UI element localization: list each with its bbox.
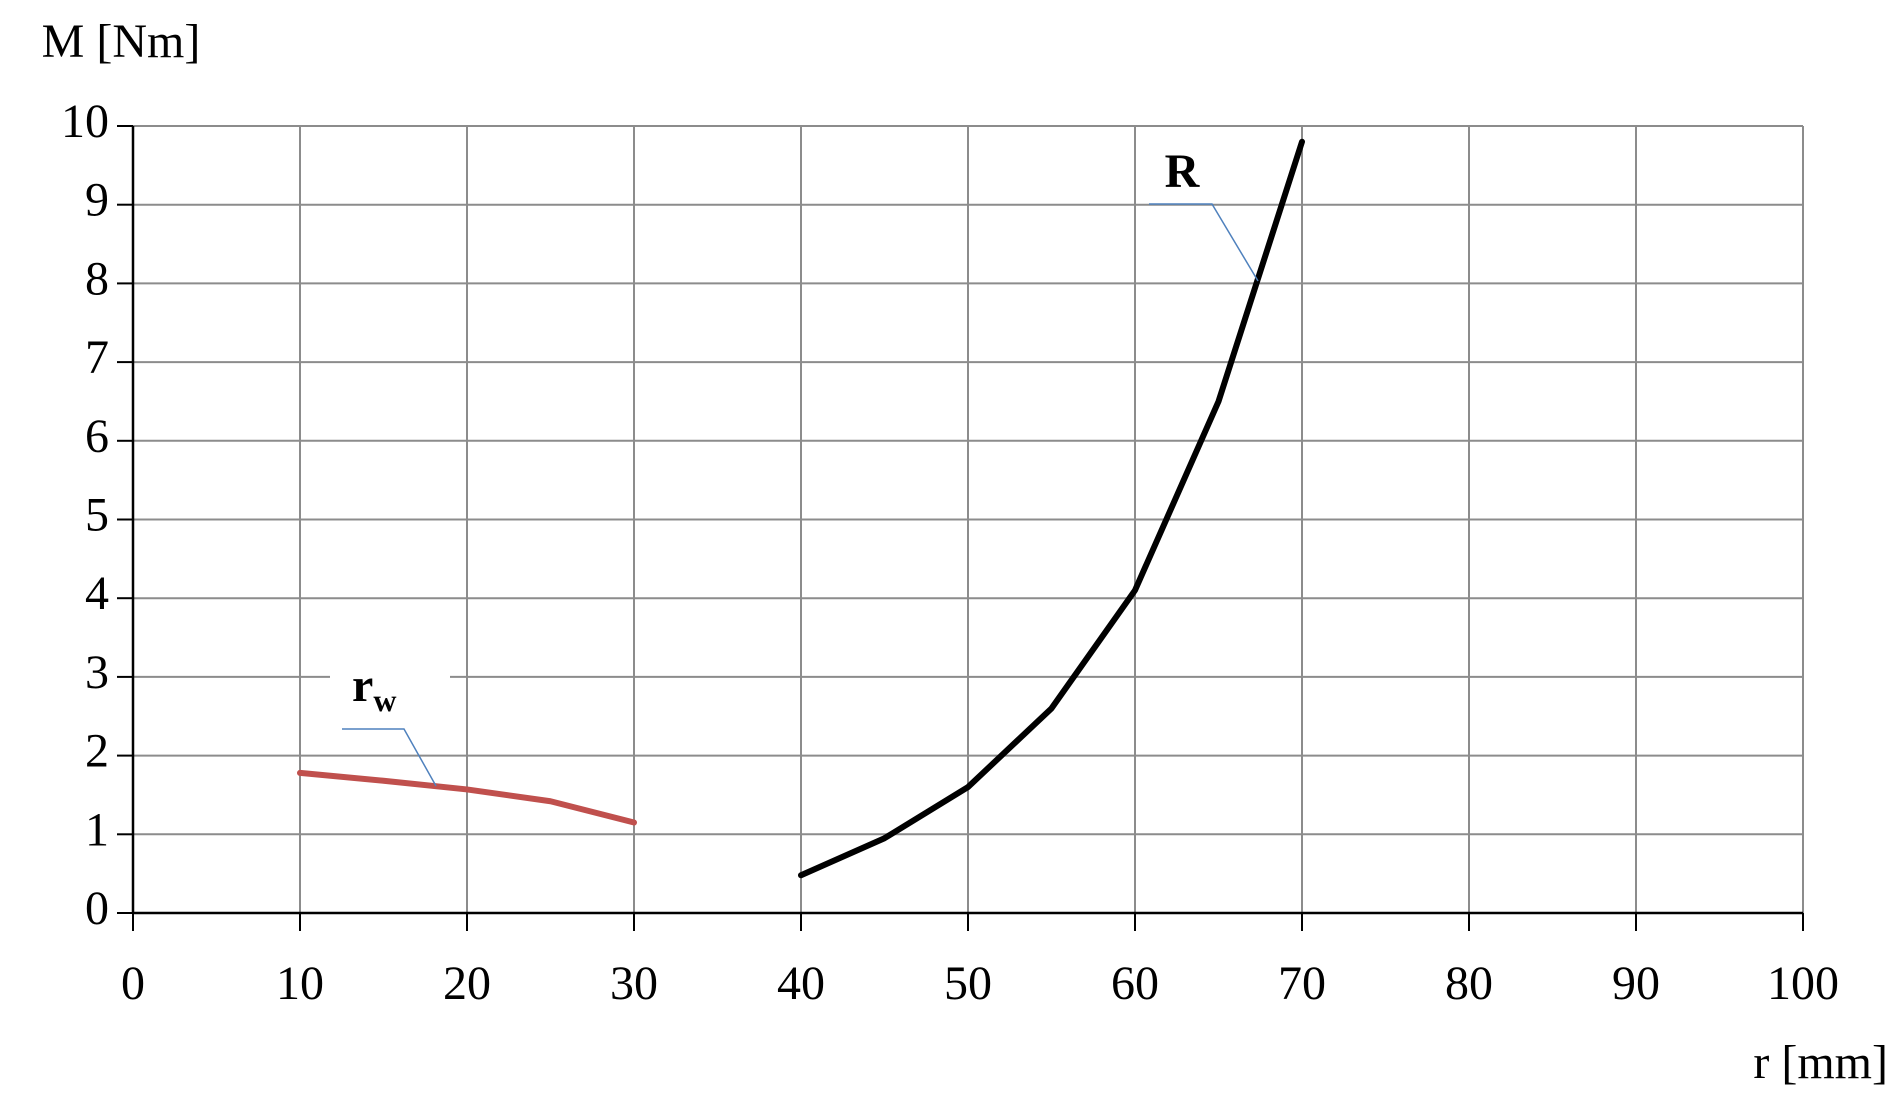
x-tick-label: 100 [1767,957,1839,1010]
y-tick-label: 3 [85,646,109,699]
y-axis-title: M [Nm] [42,15,201,68]
x-tick-label: 40 [777,957,825,1010]
leader-line [342,728,437,787]
leader-line [1149,203,1259,282]
y-tick-label: 1 [85,803,109,856]
x-tick-label: 60 [1111,957,1159,1010]
y-tick-label: 4 [85,567,109,620]
y-tick-label: 8 [85,252,109,305]
y-tick-label: 2 [85,725,109,778]
y-tick-label: 7 [85,331,109,384]
series-label: rw [352,659,396,718]
x-tick-label: 70 [1278,957,1326,1010]
y-tick-label: 10 [61,95,109,148]
x-tick-label: 30 [610,957,658,1010]
line [798,138,1305,879]
x-tick-label: 0 [121,957,145,1010]
x-tick-label: 80 [1445,957,1493,1010]
series-label-main: r [352,659,373,712]
series-label-subscript: w [373,682,396,718]
x-tick-label: 50 [944,957,992,1010]
line [297,769,637,826]
x-tick-label: 10 [276,957,324,1010]
y-tick-label: 9 [85,174,109,227]
x-tick-label: 20 [443,957,491,1010]
label-background [330,665,450,727]
series-label: R [1165,145,1201,198]
y-tick-label: 6 [85,410,109,463]
y-tick-label: 5 [85,489,109,542]
x-tick-label: 90 [1612,957,1660,1010]
x-axis-title: r [mm] [1753,1036,1888,1089]
y-tick-label: 0 [85,882,109,935]
